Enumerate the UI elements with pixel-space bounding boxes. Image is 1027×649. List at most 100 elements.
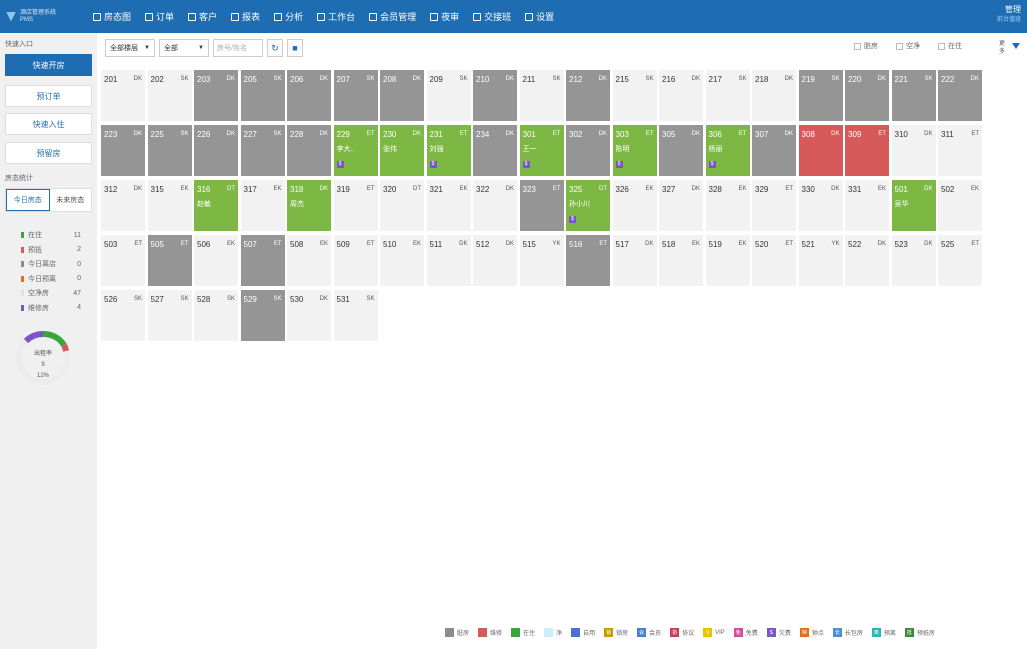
reservation-button[interactable]: 预订单	[5, 85, 92, 107]
nav-item-5[interactable]: 工作台	[310, 0, 362, 33]
room-card[interactable]: 511 DK	[426, 235, 471, 286]
nav-item-1[interactable]: 订单	[138, 0, 181, 33]
stat-row[interactable]: 今日预离 0	[21, 272, 81, 287]
nav-item-3[interactable]: 报表	[224, 0, 267, 33]
room-card[interactable]: 219 SK	[798, 70, 843, 121]
room-card[interactable]: 217 SK	[705, 70, 750, 121]
room-card[interactable]: 516 ET	[566, 235, 610, 286]
room-card[interactable]: 503 ET	[101, 235, 145, 286]
room-card[interactable]: 231 ET 刘强 $	[426, 125, 471, 176]
room-card[interactable]: 510 EK	[380, 235, 424, 286]
room-card[interactable]: 306 ET 杨丽 $	[705, 125, 750, 176]
room-card[interactable]: 315 EK	[147, 180, 192, 231]
room-card[interactable]: 521 YK	[798, 235, 843, 286]
room-card[interactable]: 310 DK	[891, 125, 936, 176]
room-card[interactable]: 215 SK	[612, 70, 657, 121]
tab-future-status[interactable]: 未来房态	[56, 197, 85, 204]
room-card[interactable]: 302 DK	[566, 125, 610, 176]
room-card[interactable]: 218 DK	[752, 70, 796, 121]
room-card[interactable]: 327 DK	[659, 180, 703, 231]
room-card[interactable]: 325 DT 孙小川 $	[566, 180, 610, 231]
nav-item-8[interactable]: 交接班	[466, 0, 518, 33]
room-card[interactable]: 228 DK	[287, 125, 331, 176]
room-card[interactable]: 220 DK	[845, 70, 889, 121]
room-card[interactable]: 522 DK	[845, 235, 889, 286]
room-card[interactable]: 519 EK	[705, 235, 750, 286]
checkbox-vacant-clean[interactable]: 空净	[896, 41, 920, 51]
nav-item-6[interactable]: 会员管理	[362, 0, 423, 33]
room-card[interactable]: 328 EK	[705, 180, 750, 231]
room-card[interactable]: 323 ET	[519, 180, 564, 231]
refresh-button[interactable]: ↻	[267, 39, 283, 57]
room-card[interactable]: 515 YK	[519, 235, 564, 286]
room-card[interactable]: 225 SK	[147, 125, 192, 176]
room-card[interactable]: 308 DK	[798, 125, 843, 176]
room-card[interactable]: 317 EK	[240, 180, 285, 231]
room-card[interactable]: 330 DK	[798, 180, 843, 231]
room-card[interactable]: 312 DK	[101, 180, 145, 231]
nav-item-7[interactable]: 夜审	[423, 0, 466, 33]
room-card[interactable]: 326 EK	[612, 180, 657, 231]
room-card[interactable]: 222 DK	[938, 70, 982, 121]
room-card[interactable]: 207 SK	[333, 70, 378, 121]
quick-stay-button[interactable]: 快速入住	[5, 113, 92, 135]
room-card[interactable]: 221 SK	[891, 70, 936, 121]
nav-item-9[interactable]: 设置	[518, 0, 561, 33]
room-card[interactable]: 501 DK 吴华	[891, 180, 936, 231]
reserved-room-button[interactable]: 预留房	[5, 142, 92, 164]
room-card[interactable]: 211 SK	[519, 70, 564, 121]
room-card[interactable]: 206 DK	[287, 70, 331, 121]
room-card[interactable]: 520 ET	[752, 235, 796, 286]
room-card[interactable]: 512 DK	[473, 235, 517, 286]
search-input[interactable]: 房号/姓名	[213, 39, 263, 57]
room-card[interactable]: 318 DK 周杰	[287, 180, 331, 231]
room-card[interactable]: 309 ET	[845, 125, 889, 176]
room-card[interactable]: 518 EK	[659, 235, 703, 286]
room-card[interactable]: 506 EK	[194, 235, 238, 286]
room-card[interactable]: 316 DT 赵敏	[194, 180, 238, 231]
room-card[interactable]: 201 DK	[101, 70, 145, 121]
room-card[interactable]: 212 DK	[566, 70, 610, 121]
room-card[interactable]: 505 ET	[147, 235, 192, 286]
room-card[interactable]: 209 SK	[426, 70, 471, 121]
room-card[interactable]: 523 DK	[891, 235, 936, 286]
nav-item-2[interactable]: 客户	[181, 0, 224, 33]
brand[interactable]: 酒店管理系统 PMS	[0, 10, 86, 24]
room-card[interactable]: 307 DK	[752, 125, 796, 176]
nav-item-0[interactable]: 房态图	[86, 0, 138, 33]
room-card[interactable]: 529 SK	[240, 290, 285, 341]
room-card[interactable]: 331 EK	[845, 180, 889, 231]
room-card[interactable]: 507 ET	[240, 235, 285, 286]
quick-checkin-button[interactable]: 快速开房	[5, 54, 92, 76]
stat-row[interactable]: 今日离店 0	[21, 257, 81, 272]
room-card[interactable]: 230 DK 张伟	[380, 125, 424, 176]
room-card[interactable]: 527 SK	[147, 290, 192, 341]
lock-button[interactable]: ■	[287, 39, 303, 57]
room-card[interactable]: 234 DK	[473, 125, 517, 176]
room-card[interactable]: 303 ET 陈明 $	[612, 125, 657, 176]
room-card[interactable]: 226 DK	[194, 125, 238, 176]
room-card[interactable]: 311 ET	[938, 125, 982, 176]
room-card[interactable]: 216 DK	[659, 70, 703, 121]
room-card[interactable]: 203 DK	[194, 70, 238, 121]
room-card[interactable]: 321 EK	[426, 180, 471, 231]
tab-today-status[interactable]: 今日房态	[6, 189, 50, 211]
room-card[interactable]: 517 DK	[612, 235, 657, 286]
room-card[interactable]: 329 ET	[752, 180, 796, 231]
checkbox-occupied[interactable]: 在住	[938, 41, 962, 51]
room-card[interactable]: 530 DK	[287, 290, 331, 341]
room-card[interactable]: 531 SK	[333, 290, 378, 341]
room-card[interactable]: 210 DK	[473, 70, 517, 121]
room-card[interactable]: 525 ET	[938, 235, 982, 286]
room-card[interactable]: 508 EK	[287, 235, 331, 286]
room-card[interactable]: 205 SK	[240, 70, 285, 121]
stat-row[interactable]: 维修房 4	[21, 301, 81, 316]
room-card[interactable]: 223 DK	[101, 125, 145, 176]
room-card[interactable]: 322 DK	[473, 180, 517, 231]
room-card[interactable]: 229 ET 李大.. $	[333, 125, 378, 176]
room-card[interactable]: 305 DK	[659, 125, 703, 176]
stat-row[interactable]: 在住 11	[21, 228, 81, 243]
room-card[interactable]: 526 SK	[101, 290, 145, 341]
nav-item-4[interactable]: 分析	[267, 0, 310, 33]
room-card[interactable]: 509 ET	[333, 235, 378, 286]
